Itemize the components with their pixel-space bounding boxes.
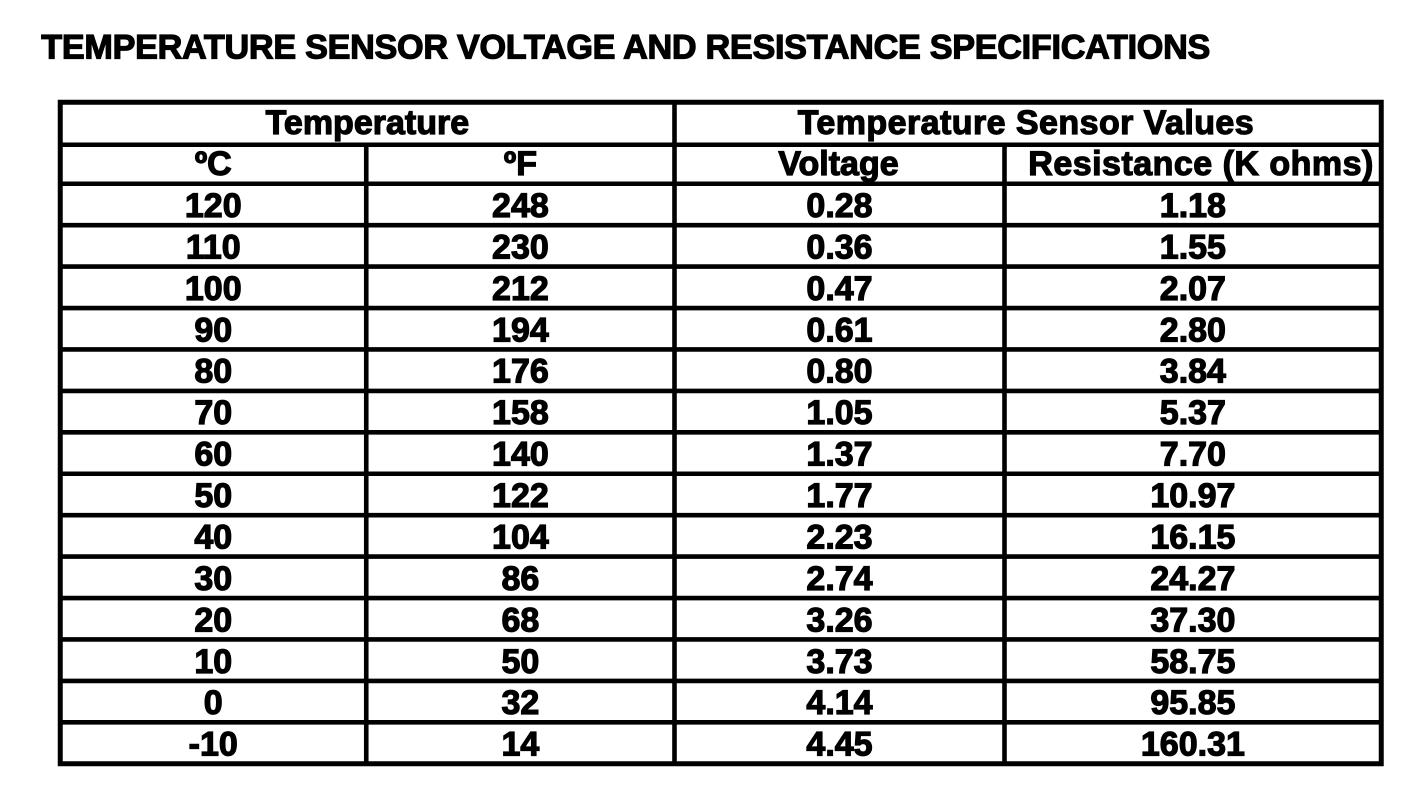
svg-text:140: 140 (492, 436, 549, 474)
svg-text:70: 70 (194, 394, 232, 432)
svg-text:194: 194 (492, 311, 549, 349)
svg-text:0.28: 0.28 (806, 187, 872, 225)
svg-text:60: 60 (194, 436, 232, 474)
svg-text:4.45: 4.45 (806, 726, 872, 764)
svg-text:20: 20 (194, 601, 232, 639)
svg-text:ºC: ºC (195, 145, 232, 183)
svg-text:5.37: 5.37 (1160, 394, 1226, 432)
svg-text:0.36: 0.36 (806, 228, 872, 266)
svg-text:2.23: 2.23 (806, 518, 872, 556)
svg-text:230: 230 (492, 228, 549, 266)
svg-text:50: 50 (194, 477, 232, 515)
svg-text:10: 10 (194, 643, 232, 681)
svg-text:14: 14 (501, 726, 539, 764)
svg-text:32: 32 (501, 684, 539, 722)
svg-text:0.80: 0.80 (806, 353, 872, 391)
svg-text:58.75: 58.75 (1150, 643, 1235, 681)
svg-text:122: 122 (492, 477, 549, 515)
svg-text:7.70: 7.70 (1160, 436, 1226, 474)
svg-text:3.73: 3.73 (806, 643, 872, 681)
svg-text:-10: -10 (189, 726, 238, 764)
svg-text:Voltage: Voltage (778, 145, 898, 183)
svg-text:110: 110 (186, 228, 241, 266)
svg-text:212: 212 (492, 270, 549, 308)
svg-text:30: 30 (194, 560, 232, 598)
svg-text:248: 248 (492, 187, 549, 225)
svg-text:10.97: 10.97 (1150, 477, 1235, 515)
svg-text:95.85: 95.85 (1150, 684, 1235, 722)
svg-text:3.26: 3.26 (806, 601, 872, 639)
svg-text:160.31: 160.31 (1141, 726, 1245, 764)
svg-text:TEMPERATURE SENSOR VOLTAGE AND: TEMPERATURE SENSOR VOLTAGE AND RESISTANC… (41, 29, 1210, 67)
svg-text:16.15: 16.15 (1150, 518, 1235, 556)
svg-text:2.80: 2.80 (1160, 311, 1226, 349)
svg-text:3.84: 3.84 (1160, 353, 1226, 391)
svg-text:176: 176 (492, 353, 549, 391)
svg-text:104: 104 (492, 518, 549, 556)
svg-text:158: 158 (492, 394, 549, 432)
svg-text:37.30: 37.30 (1150, 601, 1235, 639)
svg-text:Resistance (K ohms): Resistance (K ohms) (1028, 145, 1373, 183)
svg-text:ºF: ºF (504, 145, 537, 183)
svg-text:90: 90 (194, 311, 232, 349)
svg-text:1.18: 1.18 (1160, 187, 1226, 225)
svg-text:1.55: 1.55 (1160, 228, 1226, 266)
svg-text:1.37: 1.37 (806, 436, 872, 474)
svg-text:1.05: 1.05 (806, 394, 872, 432)
svg-text:68: 68 (501, 601, 539, 639)
svg-text:50: 50 (501, 643, 539, 681)
svg-text:0: 0 (204, 684, 223, 722)
svg-text:80: 80 (194, 353, 232, 391)
svg-text:Temperature Sensor Values: Temperature Sensor Values (798, 104, 1254, 142)
svg-text:1.77: 1.77 (806, 477, 872, 515)
svg-text:86: 86 (501, 560, 539, 598)
svg-text:0.61: 0.61 (806, 311, 872, 349)
svg-text:2.74: 2.74 (806, 560, 872, 598)
svg-text:120: 120 (185, 187, 242, 225)
svg-text:40: 40 (194, 518, 232, 556)
svg-text:0.47: 0.47 (806, 270, 872, 308)
svg-text:100: 100 (185, 270, 242, 308)
svg-text:Temperature: Temperature (266, 104, 469, 142)
svg-text:24.27: 24.27 (1150, 560, 1235, 598)
svg-text:4.14: 4.14 (806, 684, 872, 722)
svg-text:2.07: 2.07 (1160, 270, 1226, 308)
